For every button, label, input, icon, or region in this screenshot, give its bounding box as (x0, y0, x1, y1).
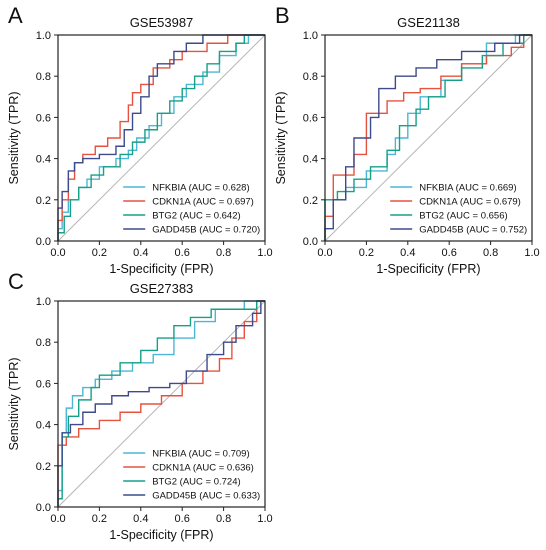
chart-title: GSE27383 (130, 281, 194, 296)
x-tick-label: 0.8 (483, 247, 498, 259)
legend-label: CDKN1A (AUC = 0.697) (152, 197, 254, 208)
x-tick-label: 0.4 (400, 247, 415, 259)
roc-curve-btg2 (324, 34, 532, 241)
x-tick-label: 0.2 (92, 247, 107, 259)
legend: NFKBIA (AUC = 0.628) CDKN1A (AUC = 0.697)… (123, 183, 260, 236)
x-tick-label: 0.8 (216, 247, 231, 259)
plot-frame (324, 34, 533, 242)
x-tick-label: 0.6 (175, 513, 190, 525)
y-tick-label: 0.6 (36, 112, 51, 124)
legend-label: BTG2 (AUC = 0.656) (419, 211, 507, 222)
legend-label: GADD45B (AUC = 0.720) (152, 225, 260, 236)
y-tick-label: 0.8 (303, 71, 318, 83)
y-tick-label: 0.4 (36, 154, 51, 166)
y-tick-label: 0.8 (36, 71, 51, 83)
x-axis-title: 1-Specificity (FPR) (109, 262, 213, 276)
y-tick-label: 0.0 (36, 236, 51, 248)
x-tick-label: 0.4 (133, 513, 148, 525)
legend: NFKBIA (AUC = 0.709) CDKN1A (AUC = 0.636)… (123, 449, 260, 502)
x-tick-label: 1.0 (257, 513, 272, 525)
legend-label: CDKN1A (AUC = 0.636) (152, 463, 254, 474)
y-tick-label: 0.4 (36, 420, 51, 432)
plot-frame (57, 34, 266, 242)
y-tick-label: 1.0 (303, 30, 318, 42)
legend-label: NFKBIA (AUC = 0.709) (152, 449, 249, 460)
x-tick-label: 0.2 (359, 247, 374, 259)
panel-letter: C (8, 269, 24, 294)
legend-label: GADD45B (AUC = 0.752) (419, 225, 527, 236)
x-tick-label: 0.0 (50, 247, 65, 259)
roc-panel-c: C GSE27383 0.0 0.2 0.4 0.6 0.8 1.0 0.0 0.2 0.4 0.6 0… (7, 269, 273, 542)
x-tick-label: 0.8 (216, 513, 231, 525)
reference-diagonal (324, 34, 533, 242)
roc-curve-cdkn1a (57, 300, 265, 507)
legend-label: NFKBIA (AUC = 0.669) (419, 183, 516, 194)
roc-curve-nfkbia (57, 300, 265, 507)
roc-curve-btg2 (57, 300, 265, 507)
y-tick-label: 0.2 (303, 195, 318, 207)
legend-label: BTG2 (AUC = 0.724) (152, 477, 240, 488)
reference-diagonal (57, 34, 266, 242)
x-tick-label: 0.6 (442, 247, 457, 259)
chart-title: GSE21138 (397, 15, 460, 30)
y-axis-title: Sensitivity (TPR) (7, 357, 21, 450)
y-tick-label: 1.0 (36, 296, 51, 308)
roc-curve-gadd45b (57, 34, 265, 241)
x-axis-title: 1-Specificity (FPR) (376, 262, 480, 276)
x-tick-label: 0.6 (175, 247, 190, 259)
y-tick-label: 0.6 (36, 378, 51, 390)
legend-label: GADD45B (AUC = 0.633) (152, 491, 260, 502)
y-tick-label: 0.4 (303, 154, 318, 166)
legend-label: BTG2 (AUC = 0.642) (152, 211, 240, 222)
roc-curve-btg2 (57, 34, 265, 241)
roc-panel-a: A GSE53987 0.0 0.2 0.4 0.6 0.8 1.0 0.0 0.2 0.4 0.6 0… (7, 3, 273, 276)
x-tick-label: 0.0 (50, 513, 65, 525)
y-tick-label: 0.8 (36, 337, 51, 349)
y-tick-label: 0.6 (303, 112, 318, 124)
panel-letter: B (275, 3, 290, 28)
panel-letter: A (8, 3, 23, 28)
y-axis-title: Sensitivity (TPR) (7, 91, 21, 184)
roc-curve-gadd45b (57, 300, 265, 507)
x-tick-label: 0.0 (317, 247, 332, 259)
roc-curve-cdkn1a (324, 34, 532, 241)
y-axis-title: Sensitivity (TPR) (274, 91, 288, 184)
y-tick-label: 0.0 (36, 502, 51, 514)
roc-panel-b: B GSE21138 0.0 0.2 0.4 0.6 0.8 1.0 0.0 0.2 0.4 0.6 0… (274, 3, 540, 276)
roc-curve-cdkn1a (57, 34, 265, 241)
y-tick-label: 1.0 (36, 30, 51, 42)
y-tick-label: 0.2 (36, 461, 51, 473)
y-tick-label: 0.0 (303, 236, 318, 248)
x-tick-label: 0.2 (92, 513, 107, 525)
x-tick-label: 1.0 (257, 247, 272, 259)
chart-title: GSE53987 (130, 15, 194, 30)
x-tick-label: 0.4 (133, 247, 148, 259)
legend: NFKBIA (AUC = 0.669) CDKN1A (AUC = 0.679)… (390, 183, 527, 236)
legend-label: CDKN1A (AUC = 0.679) (419, 197, 521, 208)
x-axis-title: 1-Specificity (FPR) (109, 528, 213, 542)
legend-label: NFKBIA (AUC = 0.628) (152, 183, 249, 194)
x-tick-label: 1.0 (524, 247, 539, 259)
y-tick-label: 0.2 (36, 195, 51, 207)
plot-frame (57, 300, 266, 508)
roc-curve-gadd45b (324, 34, 532, 241)
